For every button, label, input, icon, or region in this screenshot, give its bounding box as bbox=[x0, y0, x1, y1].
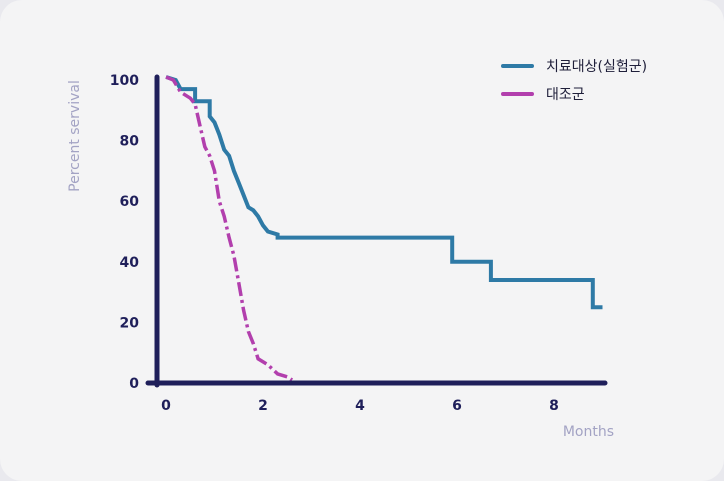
y-tick-label: 0 bbox=[129, 376, 139, 392]
x-tick-label: 2 bbox=[258, 398, 268, 414]
axes-layer bbox=[145, 74, 608, 388]
y-tick-label: 20 bbox=[120, 315, 140, 331]
y-axis-title: Percent servival bbox=[67, 80, 83, 192]
x-tick-label: 8 bbox=[549, 398, 559, 414]
x-axis-title: Months bbox=[563, 424, 614, 440]
x-tick-label: 6 bbox=[452, 398, 462, 414]
series-line-1 bbox=[165, 75, 294, 382]
series-line-0 bbox=[165, 75, 603, 310]
y-tick-label: 80 bbox=[120, 134, 140, 150]
y-tick-label: 60 bbox=[120, 194, 140, 210]
legend-label-control: 대조군 bbox=[546, 87, 585, 103]
legend: 치료대상(실험군) 대조군 bbox=[501, 59, 647, 103]
y-tick-label: 40 bbox=[120, 255, 140, 271]
x-tick-label: 0 bbox=[161, 398, 171, 414]
legend-label-treatment: 치료대상(실험군) bbox=[546, 59, 647, 75]
y-tick-label: 100 bbox=[110, 73, 139, 89]
x-tick-label: 4 bbox=[355, 398, 365, 414]
series-layer bbox=[165, 75, 603, 382]
